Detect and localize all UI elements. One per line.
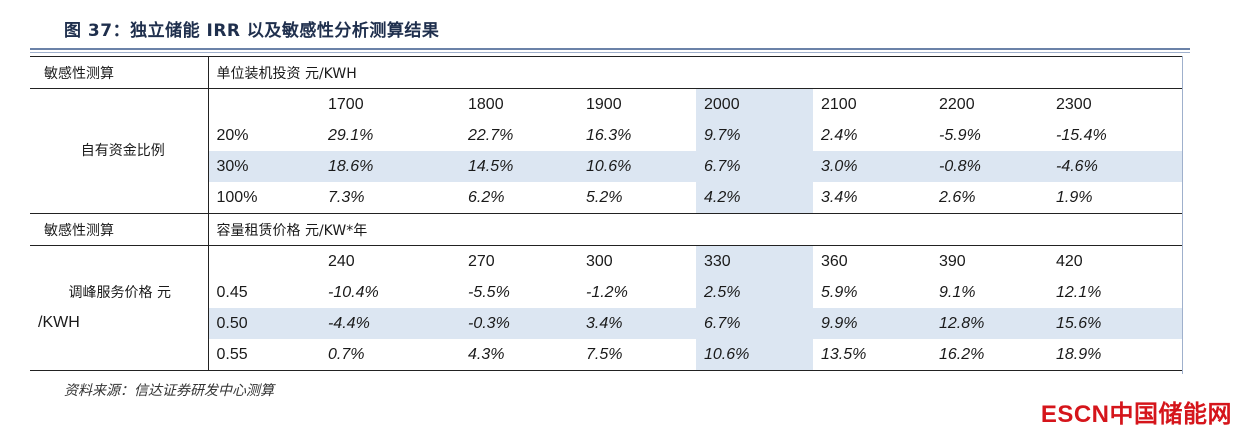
section1-header-row: 敏感性测算 单位装机投资 元/KWH [30,56,1183,89]
figure-title: 图 37：独立储能 IRR 以及敏感性分析测算结果 [64,21,440,41]
table-cell: -4.4% [320,308,460,339]
section2-row-key: 0.55 [216,345,248,363]
section1-col-2000: 2000 [696,88,813,120]
section2-col-360: 360 [821,252,848,270]
section2-group-label-line2: /KWH [38,314,80,331]
table-cell: 16.3% [586,126,632,144]
table-cell: 12.1% [1056,283,1102,301]
section2-subtitle: 容量租赁价格 元/KW*年 [208,213,1183,246]
section1-row-key: 30% [208,151,320,182]
table-cell: 4.2% [696,182,813,214]
table-cell: 18.9% [1056,345,1102,363]
table-cell: 2.4% [821,126,858,144]
table-cell: 16.2% [939,345,985,363]
table-cell: 9.9% [813,308,931,339]
table-cell: 3.0% [813,151,931,182]
section2-label: 敏感性测算 [30,213,209,246]
table-cell: 3.4% [821,188,858,206]
table-cell: 29.1% [328,126,374,144]
section1-col-2200: 2200 [939,95,975,113]
table-cell: -15.4% [1056,126,1107,144]
table-cell: 15.6% [1048,308,1183,339]
section2-col-240: 240 [328,252,355,270]
sensitivity-table: 敏感性测算 单位装机投资 元/KWH 自有资金比例 1700 1800 1900… [30,56,1183,371]
table-cell: 7.5% [586,345,623,363]
section2-header-row: 敏感性测算 容量租赁价格 元/KW*年 [30,213,1183,246]
table-cell: 10.6% [578,151,696,182]
section2-col-300: 300 [586,252,613,270]
table-cell: 14.5% [460,151,578,182]
table-row: 20% 29.1% 22.7% 16.3% 9.7% 2.4% -5.9% -1… [30,120,1182,151]
table-cell: 6.7% [696,308,813,339]
table-row: 100% 7.3% 6.2% 5.2% 4.2% 3.4% 2.6% 1.9% [30,182,1182,214]
section1-col-1800: 1800 [468,95,504,113]
table-cell: 10.6% [696,339,813,371]
table-cell: 5.2% [586,188,623,206]
table-right-border [1182,56,1183,374]
section1-col-1700: 1700 [328,95,364,113]
table-cell: -1.2% [586,283,628,301]
table-row: 0.55 0.7% 4.3% 7.5% 10.6% 13.5% 16.2% 18… [30,339,1183,371]
section2-row-key: 0.45 [216,283,248,301]
table-cell: -5.5% [468,283,510,301]
section1-col-2100: 2100 [821,95,857,113]
section2-group-label-line1: 调峰服务价格 元 [68,285,171,301]
table-cell: 13.5% [821,345,867,363]
table-cell: 9.1% [939,283,976,301]
section2-col-330: 330 [696,245,813,277]
section2-column-row: 调峰服务价格 元 /KWH 240 270 300 330 360 390 42… [30,245,1182,371]
escn-logo: ESCN中国储能网 [1040,401,1232,428]
table-cell: -5.9% [939,126,981,144]
table-cell: 0.7% [328,345,365,363]
table-cell: 1.9% [1056,188,1093,206]
section2-col-390: 390 [939,252,966,270]
table-cell: -0.3% [460,308,578,339]
table-cell: -4.6% [1048,151,1183,182]
table-cell: 12.8% [931,308,1048,339]
table-cell: 6.2% [468,188,505,206]
table-cell: 7.3% [328,188,365,206]
section1-row-key: 20% [216,126,249,144]
section1-col-1900: 1900 [586,95,622,113]
section1-row-key: 100% [216,188,258,206]
source-note: 资料来源：信达证券研发中心测算 [64,383,274,399]
table-cell: 2.6% [939,188,976,206]
table-cell: 4.3% [468,345,505,363]
section1-group-label: 自有资金比例 [30,88,209,214]
table-cell: 5.9% [821,283,858,301]
top-rule-thin [30,52,1190,53]
section2-col-270: 270 [468,252,495,270]
table-cell: 3.4% [578,308,696,339]
section2-row-key: 0.50 [208,308,320,339]
table-row: 30% 18.6% 14.5% 10.6% 6.7% 3.0% -0.8% -4… [30,151,1183,182]
table-cell: 6.7% [696,151,813,182]
table-cell: 18.6% [320,151,460,182]
table-row: 0.45 -10.4% -5.5% -1.2% 2.5% 5.9% 9.1% 1… [30,277,1182,308]
table-cell: 22.7% [468,126,514,144]
table-cell: -0.8% [931,151,1048,182]
top-rule [30,48,1190,50]
table-cell: 9.7% [696,120,813,151]
table-row: 0.50 -4.4% -0.3% 3.4% 6.7% 9.9% 12.8% 15… [30,308,1183,339]
section1-col-2300: 2300 [1056,95,1092,113]
section1-label: 敏感性测算 [30,56,209,89]
section1-subtitle: 单位装机投资 元/KWH [208,56,1183,89]
section2-group-label: 调峰服务价格 元 /KWH [30,245,209,371]
table-cell: 2.5% [696,277,813,308]
section1-column-row: 自有资金比例 1700 1800 1900 2000 2100 2200 230… [30,88,1182,214]
table-cell: -10.4% [328,283,379,301]
section2-col-420: 420 [1056,252,1083,270]
